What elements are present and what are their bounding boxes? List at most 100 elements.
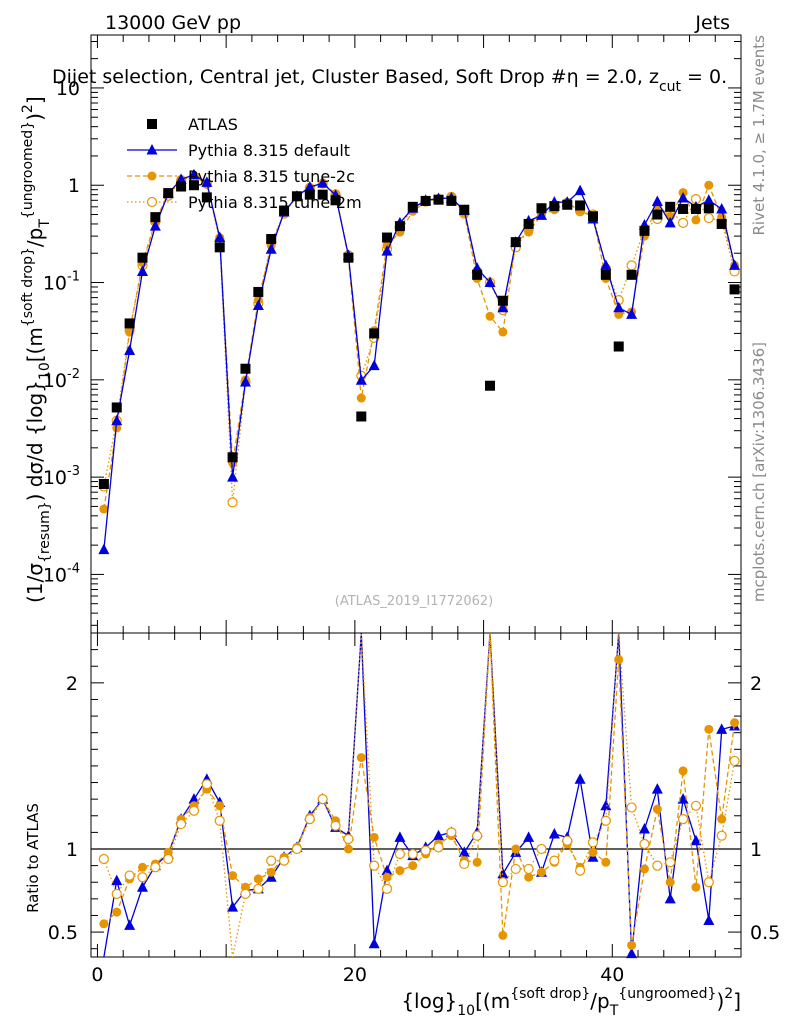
ratio-point-default <box>227 901 239 912</box>
ratio-point-tune-2m <box>562 835 573 846</box>
main-point-default <box>188 168 200 180</box>
main-point-atlas <box>472 269 483 280</box>
main-point-atlas <box>356 411 367 422</box>
main-point-default <box>677 191 689 203</box>
ratio-point-tune-2m <box>626 802 637 813</box>
ratio-y-tick-label-right: 2 <box>750 673 762 695</box>
ratio-point-default <box>458 846 470 857</box>
ratio-point-default <box>136 881 148 892</box>
main-point-atlas <box>485 380 496 391</box>
ratio-point-default <box>433 829 445 841</box>
main-point-default <box>201 176 213 187</box>
main-point-atlas <box>279 205 290 216</box>
ratio-point-tune-2m <box>381 883 393 894</box>
main-point-atlas <box>690 203 701 214</box>
main-point-atlas <box>420 195 431 206</box>
main-point-atlas <box>613 341 624 352</box>
main-point-atlas <box>510 237 521 248</box>
main-point-default <box>317 177 329 188</box>
ratio-point-tune-2m <box>652 860 663 871</box>
main-point-atlas <box>652 209 663 220</box>
ratio-point-default <box>600 799 612 811</box>
main-point-tune-2c <box>356 393 366 403</box>
main-point-atlas <box>459 204 470 215</box>
ratio-point-tune-2m <box>163 853 174 865</box>
ratio-point-tune-2m <box>240 888 251 899</box>
main-y-tick-label: 10-1 <box>43 270 80 295</box>
ratio-point-tune-2m <box>111 888 122 899</box>
ratio-point-tune-2m <box>433 842 444 853</box>
ratio-point-tune-2m <box>124 870 135 881</box>
main-point-atlas <box>201 192 212 203</box>
ratio-point-tune-2m <box>369 860 380 871</box>
ratio-point-default <box>664 892 676 904</box>
main-point-atlas <box>111 402 122 413</box>
main-point-atlas <box>266 234 277 245</box>
ratio-point-default <box>368 937 380 949</box>
main-point-default <box>111 414 123 426</box>
legend-marker-atlas <box>147 119 157 129</box>
ratio-point-tune-2c <box>678 766 688 776</box>
main-point-default <box>214 231 226 243</box>
main-point-atlas <box>626 269 637 280</box>
ratio-point-tune-2m <box>317 794 328 805</box>
main-point-atlas <box>240 363 251 374</box>
ratio-point-default <box>651 783 663 794</box>
ratio-point-tune-2c <box>639 864 649 874</box>
main-point-default <box>600 259 612 270</box>
ratio-point-tune-2c <box>382 872 392 882</box>
ratio-y-tick-label: 1 <box>66 839 78 861</box>
main-point-atlas <box>214 242 225 253</box>
ratio-point-tune-2m <box>188 805 200 816</box>
ratio-y-tick-label-right: 1 <box>750 839 762 861</box>
main-point-tune-2c <box>524 227 534 237</box>
main-point-default <box>227 471 239 482</box>
main-point-default <box>497 301 509 313</box>
main-y-tick-label: 1 <box>68 175 80 197</box>
ratio-point-tune-2c <box>536 867 546 877</box>
main-point-tune-2c <box>704 180 714 190</box>
ratio-point-tune-2m <box>278 855 290 866</box>
ratio-point-tune-2m <box>729 755 740 767</box>
ratio-point-tune-2m <box>536 843 547 855</box>
ratio-point-tune-2m <box>600 815 611 826</box>
legend-marker-tune-2m <box>146 196 158 208</box>
main-point-default <box>703 194 715 205</box>
ratio-point-tune-2m <box>497 877 508 888</box>
main-point-tune-2c <box>112 423 122 433</box>
ratio-point-default <box>690 834 702 846</box>
main-point-atlas <box>137 252 148 263</box>
main-point-atlas <box>639 225 650 236</box>
main-point-atlas <box>497 295 508 306</box>
main-point-tune-2c <box>498 327 508 337</box>
ratio-point-tune-2m <box>407 848 418 860</box>
ratio-point-tune-2c <box>137 862 147 872</box>
main-point-default <box>381 245 393 256</box>
ratio-point-tune-2m <box>703 877 714 888</box>
main-point-atlas <box>163 188 174 199</box>
legend-entry-tune-2c: Pythia 8.315 tune-2c <box>127 167 355 186</box>
x-tick-label: 0 <box>91 964 103 986</box>
ratio-point-tune-2m <box>587 837 599 848</box>
main-y-tick-label: 10-2 <box>43 367 80 392</box>
main-y-tick-label: 10-4 <box>43 561 80 586</box>
ratio-point-tune-2m <box>639 838 650 850</box>
ratio-point-default <box>381 864 393 876</box>
main-point-atlas <box>678 203 689 214</box>
ratio-point-default <box>548 828 560 839</box>
legend-entry-atlas: ATLAS <box>147 115 238 134</box>
main-y-axis-label: (1/σ{resum}) dσ/d {log}10[(m{soft drop}/… <box>20 96 53 603</box>
main-point-atlas <box>729 284 740 295</box>
plot-title: Dijet selection, Central jet, Cluster Ba… <box>52 66 727 95</box>
ratio-point-tune-2c <box>228 871 238 881</box>
main-point-atlas <box>600 269 611 280</box>
main-series-atlas <box>98 180 740 489</box>
main-point-default <box>304 180 316 192</box>
main-point-atlas <box>587 211 598 222</box>
ratio-point-default <box>638 823 650 834</box>
main-point-tune-2m <box>227 497 238 508</box>
ratio-y-tick-label: 0.5 <box>48 922 78 944</box>
main-point-tune-2m <box>703 212 714 224</box>
main-point-default <box>664 216 676 228</box>
